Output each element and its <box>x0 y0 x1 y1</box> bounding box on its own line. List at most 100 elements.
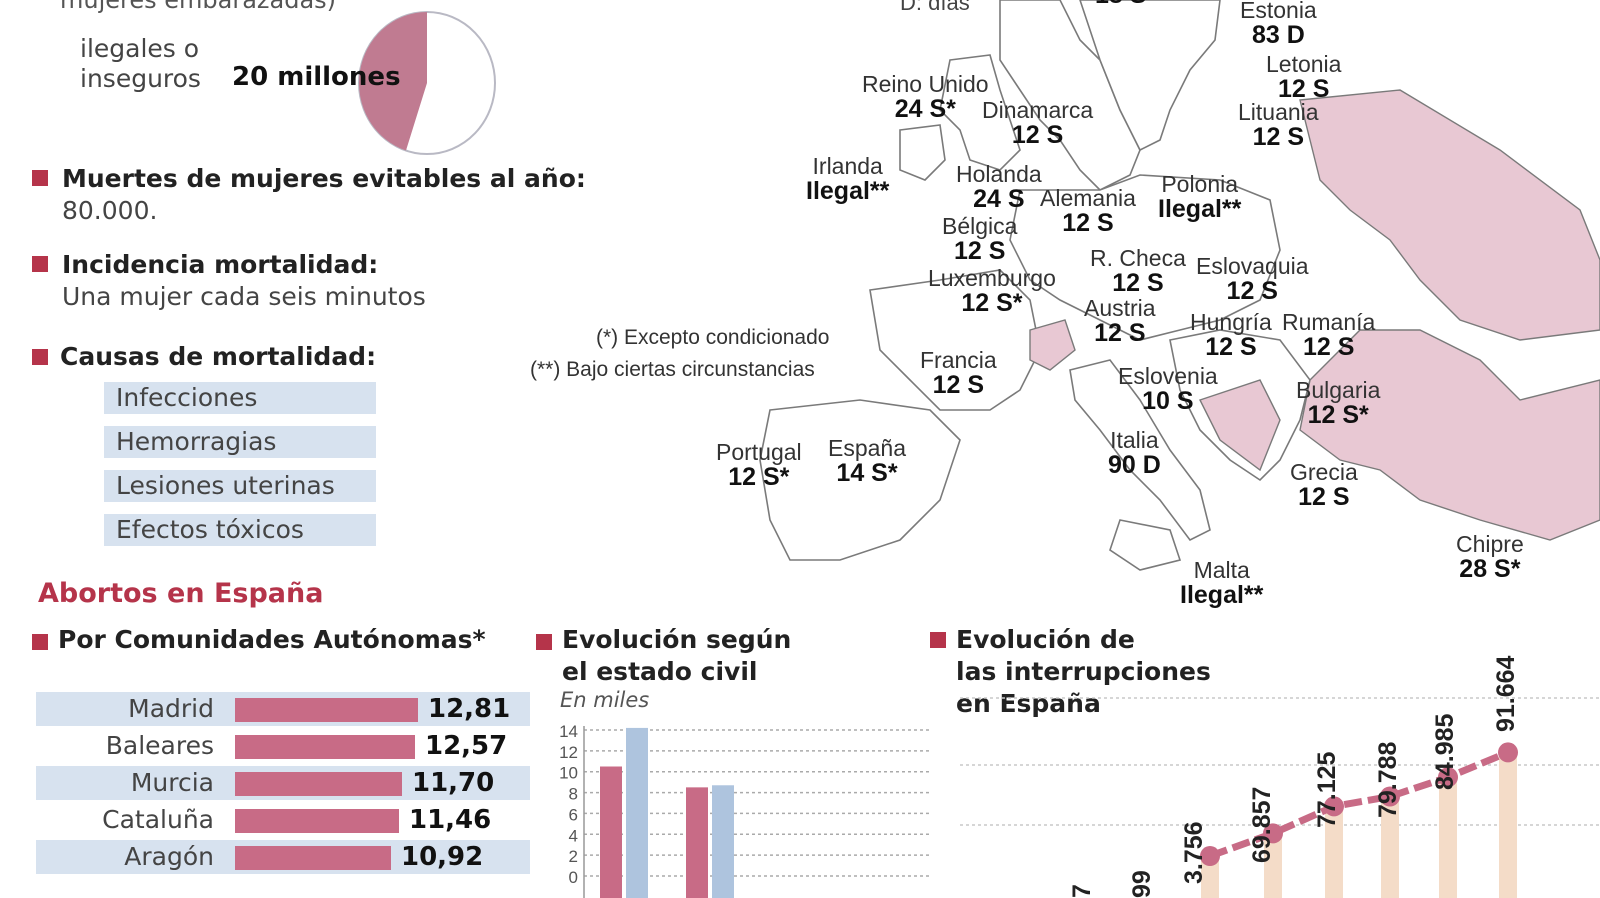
country-label: Francia 12 S <box>920 347 997 400</box>
bullet-square <box>32 256 48 272</box>
bullet-square <box>930 632 946 648</box>
country-label: Italia 90 D <box>1108 427 1161 480</box>
region-value: 11,46 <box>409 805 492 835</box>
europe-map <box>759 0 1600 571</box>
causes-title: Causas de mortalidad: <box>60 342 377 371</box>
evol-value-label-partial: 99 <box>1128 870 1156 898</box>
bullet-square <box>32 349 48 365</box>
cause-item: Infecciones <box>104 382 376 414</box>
country-label: Dinamarca 12 S <box>982 97 1094 150</box>
region-value: 11,70 <box>412 768 495 798</box>
region-row: Cataluña 11,46 <box>36 803 530 837</box>
civil-bar <box>600 766 622 898</box>
header-partial-text: mujeres embarazadas) <box>60 0 337 14</box>
civil-ytick: 6 <box>569 805 578 824</box>
country-label: Bélgica 12 S <box>942 213 1018 266</box>
country-label: Hungría 12 S <box>1190 309 1272 362</box>
map-land <box>759 0 1311 571</box>
country-label: Portugal 12 S* <box>716 439 802 492</box>
region-value: 10,92 <box>401 842 484 872</box>
country-label: Eslovenia 10 S <box>1118 363 1218 416</box>
evol-value-label: 79.788 <box>1374 741 1402 818</box>
stat-title-deaths: Muertes de mujeres evitables al año: <box>62 164 586 193</box>
country-label: Irlanda Ilegal** <box>806 153 890 206</box>
bullet-square <box>32 170 48 186</box>
stat-value-incidence: Una mujer cada seis minutos <box>62 282 426 311</box>
bullet-square <box>32 634 48 650</box>
civil-ytick: 10 <box>559 764 578 783</box>
map-shaded <box>1029 89 1600 541</box>
country-label: Chipre 28 S* <box>1456 531 1524 584</box>
evol-value-label: 91.664 <box>1492 655 1520 732</box>
country-label: Malta Ilegal** <box>1180 557 1264 610</box>
country-label: Bulgaria 12 S* <box>1296 377 1381 430</box>
illegal-value: 20 millones <box>232 62 401 92</box>
civil-title-1: Evolución según <box>562 625 792 654</box>
stat-title-incidence: Incidencia mortalidad: <box>62 250 379 279</box>
region-name: Madrid <box>128 694 214 723</box>
region-row: Madrid 12,81 <box>36 692 530 726</box>
region-value: 12,57 <box>425 731 508 761</box>
evol-point <box>1200 846 1220 867</box>
country-label: Reino Unido 24 S* <box>862 71 989 124</box>
country-label: Luxemburgo 12 S* <box>928 265 1056 318</box>
civil-status-chart: 0 2 4 68 10 12 14 <box>559 722 930 898</box>
evol-value-label: 84.985 <box>1431 713 1459 790</box>
civil-ytick: 8 <box>569 785 578 804</box>
cause-item: Efectos tóxicos <box>104 514 376 546</box>
civil-ytick: 12 <box>559 743 578 762</box>
country-label: Lituania 12 S <box>1238 99 1319 152</box>
evol-title-2: las interrupciones <box>956 657 1211 686</box>
evol-column <box>1499 752 1517 898</box>
country-label: Letonia 12 S <box>1266 51 1342 104</box>
evol-column <box>1439 777 1457 898</box>
evol-title-3: en España <box>956 689 1101 718</box>
stat-value-deaths: 80.000. <box>62 196 158 225</box>
country-label: 18 S <box>1095 0 1146 8</box>
evol-value-label: 77.125 <box>1313 751 1341 828</box>
country-label: Austria 12 S <box>1084 295 1156 348</box>
cause-item: Lesiones uterinas <box>104 470 376 502</box>
civil-ytick: 14 <box>559 722 578 741</box>
evol-title-1: Evolución de <box>956 625 1135 654</box>
evol-point <box>1324 796 1344 817</box>
region-bar <box>235 809 399 833</box>
civil-bar <box>626 727 648 898</box>
map-legend-partial: D: días <box>900 0 970 15</box>
civil-ytick: 0 <box>569 868 578 887</box>
region-bar <box>235 772 402 796</box>
map-note-1: (*) Excepto condicionado <box>596 326 830 349</box>
illegal-label-line1: ilegales o <box>80 34 200 63</box>
country-label: Rumanía 12 S <box>1282 309 1376 362</box>
region-row: Baleares 12,57 <box>36 729 530 763</box>
evol-column <box>1325 806 1343 898</box>
spain-section-title: Abortos en España <box>38 578 324 609</box>
bullet-square <box>536 634 552 650</box>
region-row: Aragón 10,92 <box>36 840 530 874</box>
region-name: Murcia <box>130 768 214 797</box>
region-bar <box>235 698 418 722</box>
country-label: España 14 S* <box>828 435 907 488</box>
evol-point <box>1438 767 1458 788</box>
evol-point <box>1263 823 1283 844</box>
region-value: 12,81 <box>428 694 511 724</box>
region-bar <box>235 735 415 759</box>
civil-ytick: 2 <box>569 847 578 866</box>
evol-column <box>1381 796 1399 898</box>
country-label: Holanda 24 S <box>956 161 1042 214</box>
evolution-line-chart: 3.756 69.857 77.125 79.788 84.985 91.664 7 99 <box>960 655 1600 898</box>
cause-item: Hemorragias <box>104 426 376 458</box>
country-label: Polonia Ilegal** <box>1158 171 1242 224</box>
civil-title-2: el estado civil <box>562 657 758 686</box>
country-label: Estonia 83 D <box>1240 0 1317 50</box>
evol-value-label: 69.857 <box>1248 787 1276 863</box>
civil-bar <box>712 785 734 898</box>
evol-line <box>1208 749 1510 860</box>
region-name: Cataluña <box>102 805 214 834</box>
evol-point <box>1498 742 1518 763</box>
evol-value-label-partial: 7 <box>1068 884 1096 898</box>
evol-column <box>1264 833 1282 898</box>
region-name: Aragón <box>124 842 214 871</box>
unsafe-abortion-pie <box>358 11 496 155</box>
region-row: Murcia 11,70 <box>36 766 530 800</box>
